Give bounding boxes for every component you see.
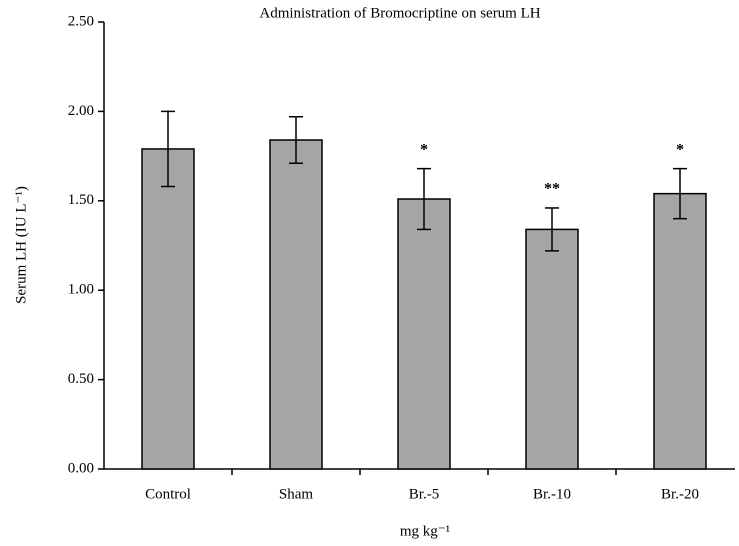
bar [269, 139, 323, 470]
y-tick-label: 0.50 [68, 371, 94, 387]
x-tick-label: Br.-5 [409, 486, 439, 502]
bar [141, 148, 195, 470]
annotation: ** [544, 181, 560, 198]
annotation: * [676, 141, 684, 158]
x-tick-label: Br.-10 [533, 486, 571, 502]
chart-title: Administration of Bromocriptine on serum… [259, 5, 540, 21]
bar [653, 192, 707, 470]
x-tick-label: Sham [279, 486, 314, 502]
y-tick-label: 1.00 [68, 282, 94, 298]
y-tick-label: 0.00 [68, 460, 94, 476]
annotation: * [420, 141, 428, 158]
bar [397, 198, 451, 470]
y-tick-label: 2.50 [68, 13, 94, 29]
bar [525, 228, 579, 470]
x-axis-label: mg kg⁻¹ [400, 523, 450, 539]
x-tick-label: Br.-20 [661, 486, 699, 502]
x-tick-label: Control [145, 486, 191, 502]
y-tick-label: 1.50 [68, 192, 94, 208]
y-axis-label: Serum LH (IU L⁻¹) [13, 186, 29, 304]
y-tick-label: 2.00 [68, 103, 94, 119]
